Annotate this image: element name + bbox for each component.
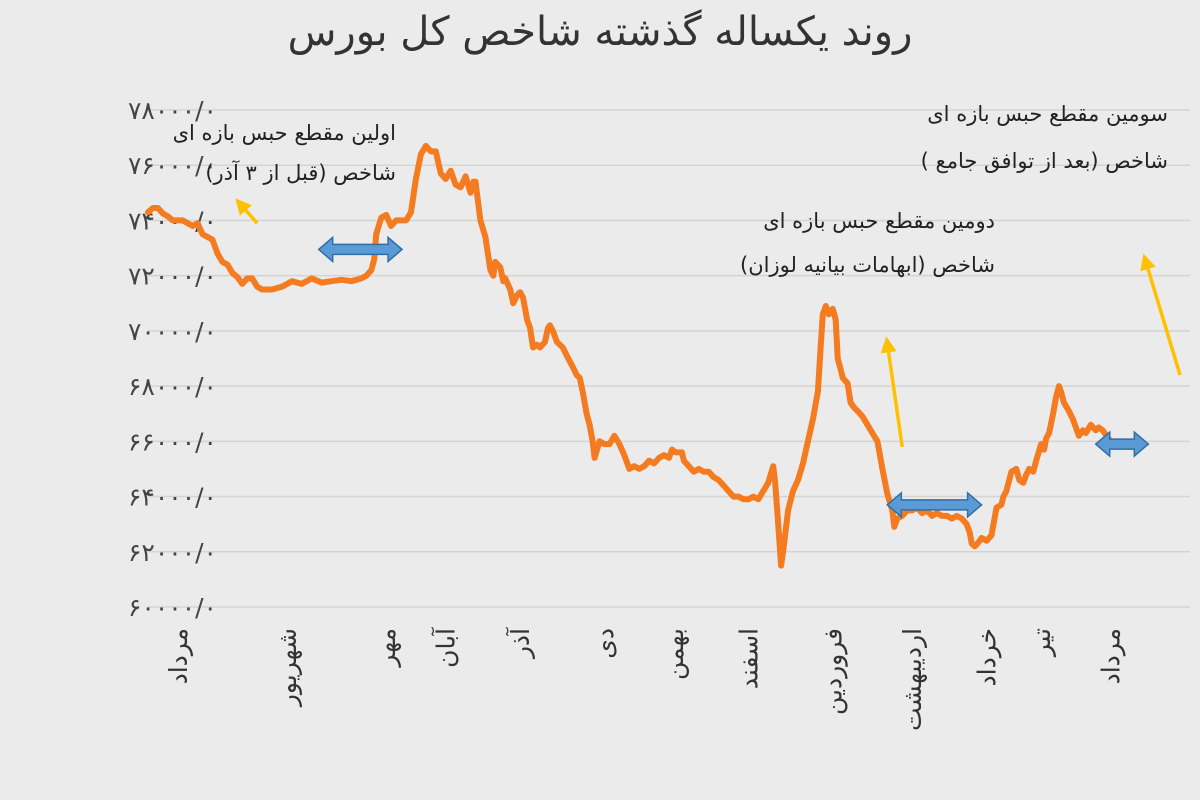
y-tick-label: ۷۰۰۰۰/۰ [128, 317, 217, 346]
annotations: اولین مقطع حبس بازه ای شاخص (قبل از ۳ آذر… [173, 102, 1168, 277]
pointer-arrows [235, 198, 1182, 448]
y-tick-label: ۷۲۰۰۰/۰ [128, 262, 217, 291]
annotation-line: اولین مقطع حبس بازه ای [173, 121, 396, 145]
pointer-arrow-shaft [1146, 268, 1182, 376]
series-layer [145, 142, 1119, 569]
x-tick-label: شهریور [273, 628, 303, 708]
pointer-arrow-head [235, 198, 252, 216]
annotation-line: شاخص (ابهامات بیانیه لوزان) [740, 253, 995, 277]
range-markers [317, 235, 1150, 519]
gridlines [148, 109, 1190, 608]
annotation-line: شاخص (قبل از ۳ آذر) [205, 160, 396, 185]
x-tick-label: اسفند [734, 628, 763, 689]
chart-title: روند یکساله گذشته شاخص کل بورس [288, 9, 913, 55]
pointer-arrow-shaft [886, 351, 904, 448]
x-tick-label: مرداد [164, 628, 193, 684]
annotation-line: دومین مقطع حبس بازه ای [763, 209, 995, 233]
y-tick-label: ۶۲۰۰۰/۰ [128, 538, 217, 567]
annotation-line: شاخص (بعد از توافق جامع ) [921, 149, 1168, 173]
y-tick-label: ۶۴۰۰۰/۰ [128, 483, 217, 512]
series-line [145, 142, 1119, 569]
y-tick-label: ۷۸۰۰۰/۰ [128, 96, 217, 125]
y-tick-label: ۶۰۰۰۰/۰ [128, 593, 217, 622]
y-axis-tick-labels: ۶۰۰۰۰/۰ ۶۲۰۰۰/۰ ۶۴۰۰۰/۰ ۶۶۰۰۰/۰ ۶۸۰۰۰/۰ ۷۰۰۰۰… [128, 96, 217, 622]
annotation-line: سومین مقطع حبس بازه ای [927, 102, 1168, 126]
x-tick-label: مرداد [1097, 628, 1126, 684]
range-marker-arrow [886, 491, 983, 519]
x-tick-label: مهر [372, 628, 402, 669]
pointer-arrow-head [1140, 253, 1156, 272]
x-tick-label: فروردین [819, 628, 849, 715]
x-axis-tick-labels: مرداد شهریور مهر آبان آذر دی بهمن اسفند فروردین ا… [164, 627, 1126, 731]
x-tick-label: خرداد [973, 628, 1002, 686]
x-tick-label: اردیبهشت [898, 628, 928, 731]
range-marker-arrow [1094, 430, 1150, 458]
y-tick-label: ۶۶۰۰۰/۰ [128, 427, 217, 456]
x-tick-label: تیر [1027, 628, 1056, 658]
range-marker-arrow [317, 235, 404, 264]
x-tick-label: دی [590, 628, 619, 659]
x-tick-label: بهمن [660, 628, 690, 680]
pointer-arrow-shaft [244, 209, 259, 225]
y-tick-label: ۷۶۰۰۰/۰ [128, 151, 217, 180]
x-tick-label: آذر [505, 627, 535, 660]
pointer-arrow-head [880, 336, 897, 354]
x-tick-label: آبان [431, 627, 461, 668]
y-tick-label: ۶۸۰۰۰/۰ [128, 372, 217, 401]
